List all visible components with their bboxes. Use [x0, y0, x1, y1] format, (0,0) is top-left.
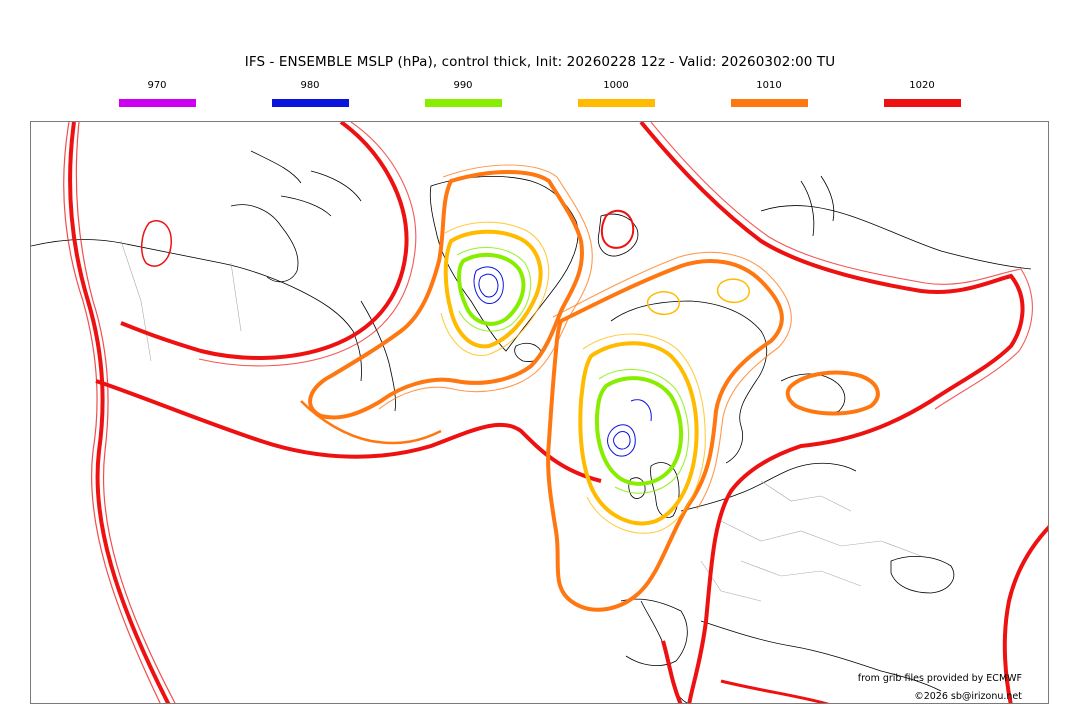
isobar-1010-atlantic [546, 259, 784, 612]
isobar-1000-spot-b [716, 278, 750, 303]
coastline-north-america [31, 239, 362, 382]
coastline-baltic [780, 373, 846, 414]
isobar-990-iceland [594, 376, 684, 486]
coastline-iberia [620, 598, 688, 666]
coastline-labrador [360, 300, 396, 412]
isobar-1020-pacific-control [68, 122, 171, 703]
legend-swatch [730, 99, 808, 107]
isobars-1010 [300, 164, 880, 612]
isobar-1010-atlantic-b [552, 251, 792, 510]
copyright-credit: ©2026 sb@irizonu.net [914, 691, 1022, 702]
isobars-1020 [63, 122, 1048, 703]
legend-swatch [424, 99, 502, 107]
legend-label: 980 [300, 80, 320, 91]
coastline-europe [640, 462, 857, 703]
isobar-1020-north-africa [720, 679, 830, 703]
coastline-hudson [230, 204, 299, 283]
legend-item-980: 980 [270, 80, 350, 107]
legend-item-990: 990 [423, 80, 503, 107]
isobar-1020-mediterranean [661, 640, 683, 703]
legend-label: 1010 [756, 80, 782, 91]
legend-item-1000: 1000 [576, 80, 656, 107]
isobar-980-greenland-low [473, 266, 504, 305]
isobar-980-iceland-low [607, 424, 636, 457]
isobar-1020-greenland-pole-b [650, 122, 1033, 410]
legend-swatch [883, 99, 961, 107]
isobar-1020-alaska-high [141, 220, 172, 267]
isobar-990-greenland-b [456, 246, 532, 332]
legend-swatch [118, 99, 196, 107]
isobar-1000-spot-a [646, 291, 680, 315]
coastline-ireland [628, 477, 646, 499]
isobars-980 [473, 266, 652, 457]
isobar-1000-iceland-b [582, 333, 706, 534]
isobar-1020-svalbard-high [600, 209, 635, 249]
isobars-1000 [440, 221, 750, 534]
legend-item-1020: 1020 [882, 80, 962, 107]
legend-label: 990 [453, 80, 473, 91]
isobar-1020-canada-loop-b [198, 122, 417, 367]
chart-title: IFS - ENSEMBLE MSLP (hPa), control thick… [244, 54, 836, 70]
isobar-980-greenland-low-b [478, 273, 499, 298]
isobar-1000-greenland-b [440, 221, 550, 356]
isobar-1020-canada-loop [120, 122, 409, 360]
coastline-novaya-zemlya [800, 175, 835, 237]
coastline-arctic-islands [250, 150, 362, 217]
isobar-legend: 970 980 990 1000 1010 1020 [0, 80, 1080, 110]
data-source-credit: from grib files provided by ECMWF [857, 673, 1022, 684]
isobar-1000-iceland [578, 341, 699, 526]
legend-label: 970 [147, 80, 167, 91]
legend-label: 1000 [603, 80, 629, 91]
legend-item-970: 970 [117, 80, 197, 107]
coastline-mediterranean [700, 620, 942, 692]
legend-swatch [577, 99, 655, 107]
legend-swatch [271, 99, 349, 107]
isobar-1020-pacific [63, 122, 161, 703]
isobar-1010-labrador [300, 400, 442, 445]
isobar-1020-greenland-pole [639, 122, 1025, 703]
border-lines-europe [700, 480, 922, 602]
isobar-1010-greenland [308, 170, 584, 420]
coastline-svalbard [597, 213, 639, 257]
coastline-black-sea [890, 556, 955, 594]
isobar-980-iceland-low-b [613, 431, 631, 450]
country-borders [120, 240, 922, 602]
isobar-980-iceland-low-c [630, 399, 652, 422]
legend-label: 1020 [909, 80, 935, 91]
isobars-990 [456, 246, 690, 494]
isobar-map [31, 122, 1048, 703]
coastline-russia-arctic [760, 205, 1032, 270]
isobar-1020-pacific-b [75, 122, 176, 703]
isobar-990-greenland [457, 252, 526, 326]
border-lines-north-america [120, 240, 242, 362]
isobar-990-iceland-b [598, 368, 690, 494]
isobar-1020-east-europe [1002, 525, 1048, 703]
legend-item-1010: 1010 [729, 80, 809, 107]
isobar-1000-greenland [443, 229, 543, 349]
map-panel [30, 121, 1049, 704]
isobar-1020-atlantic [95, 379, 602, 483]
isobar-1010-baltic-low [785, 370, 880, 416]
